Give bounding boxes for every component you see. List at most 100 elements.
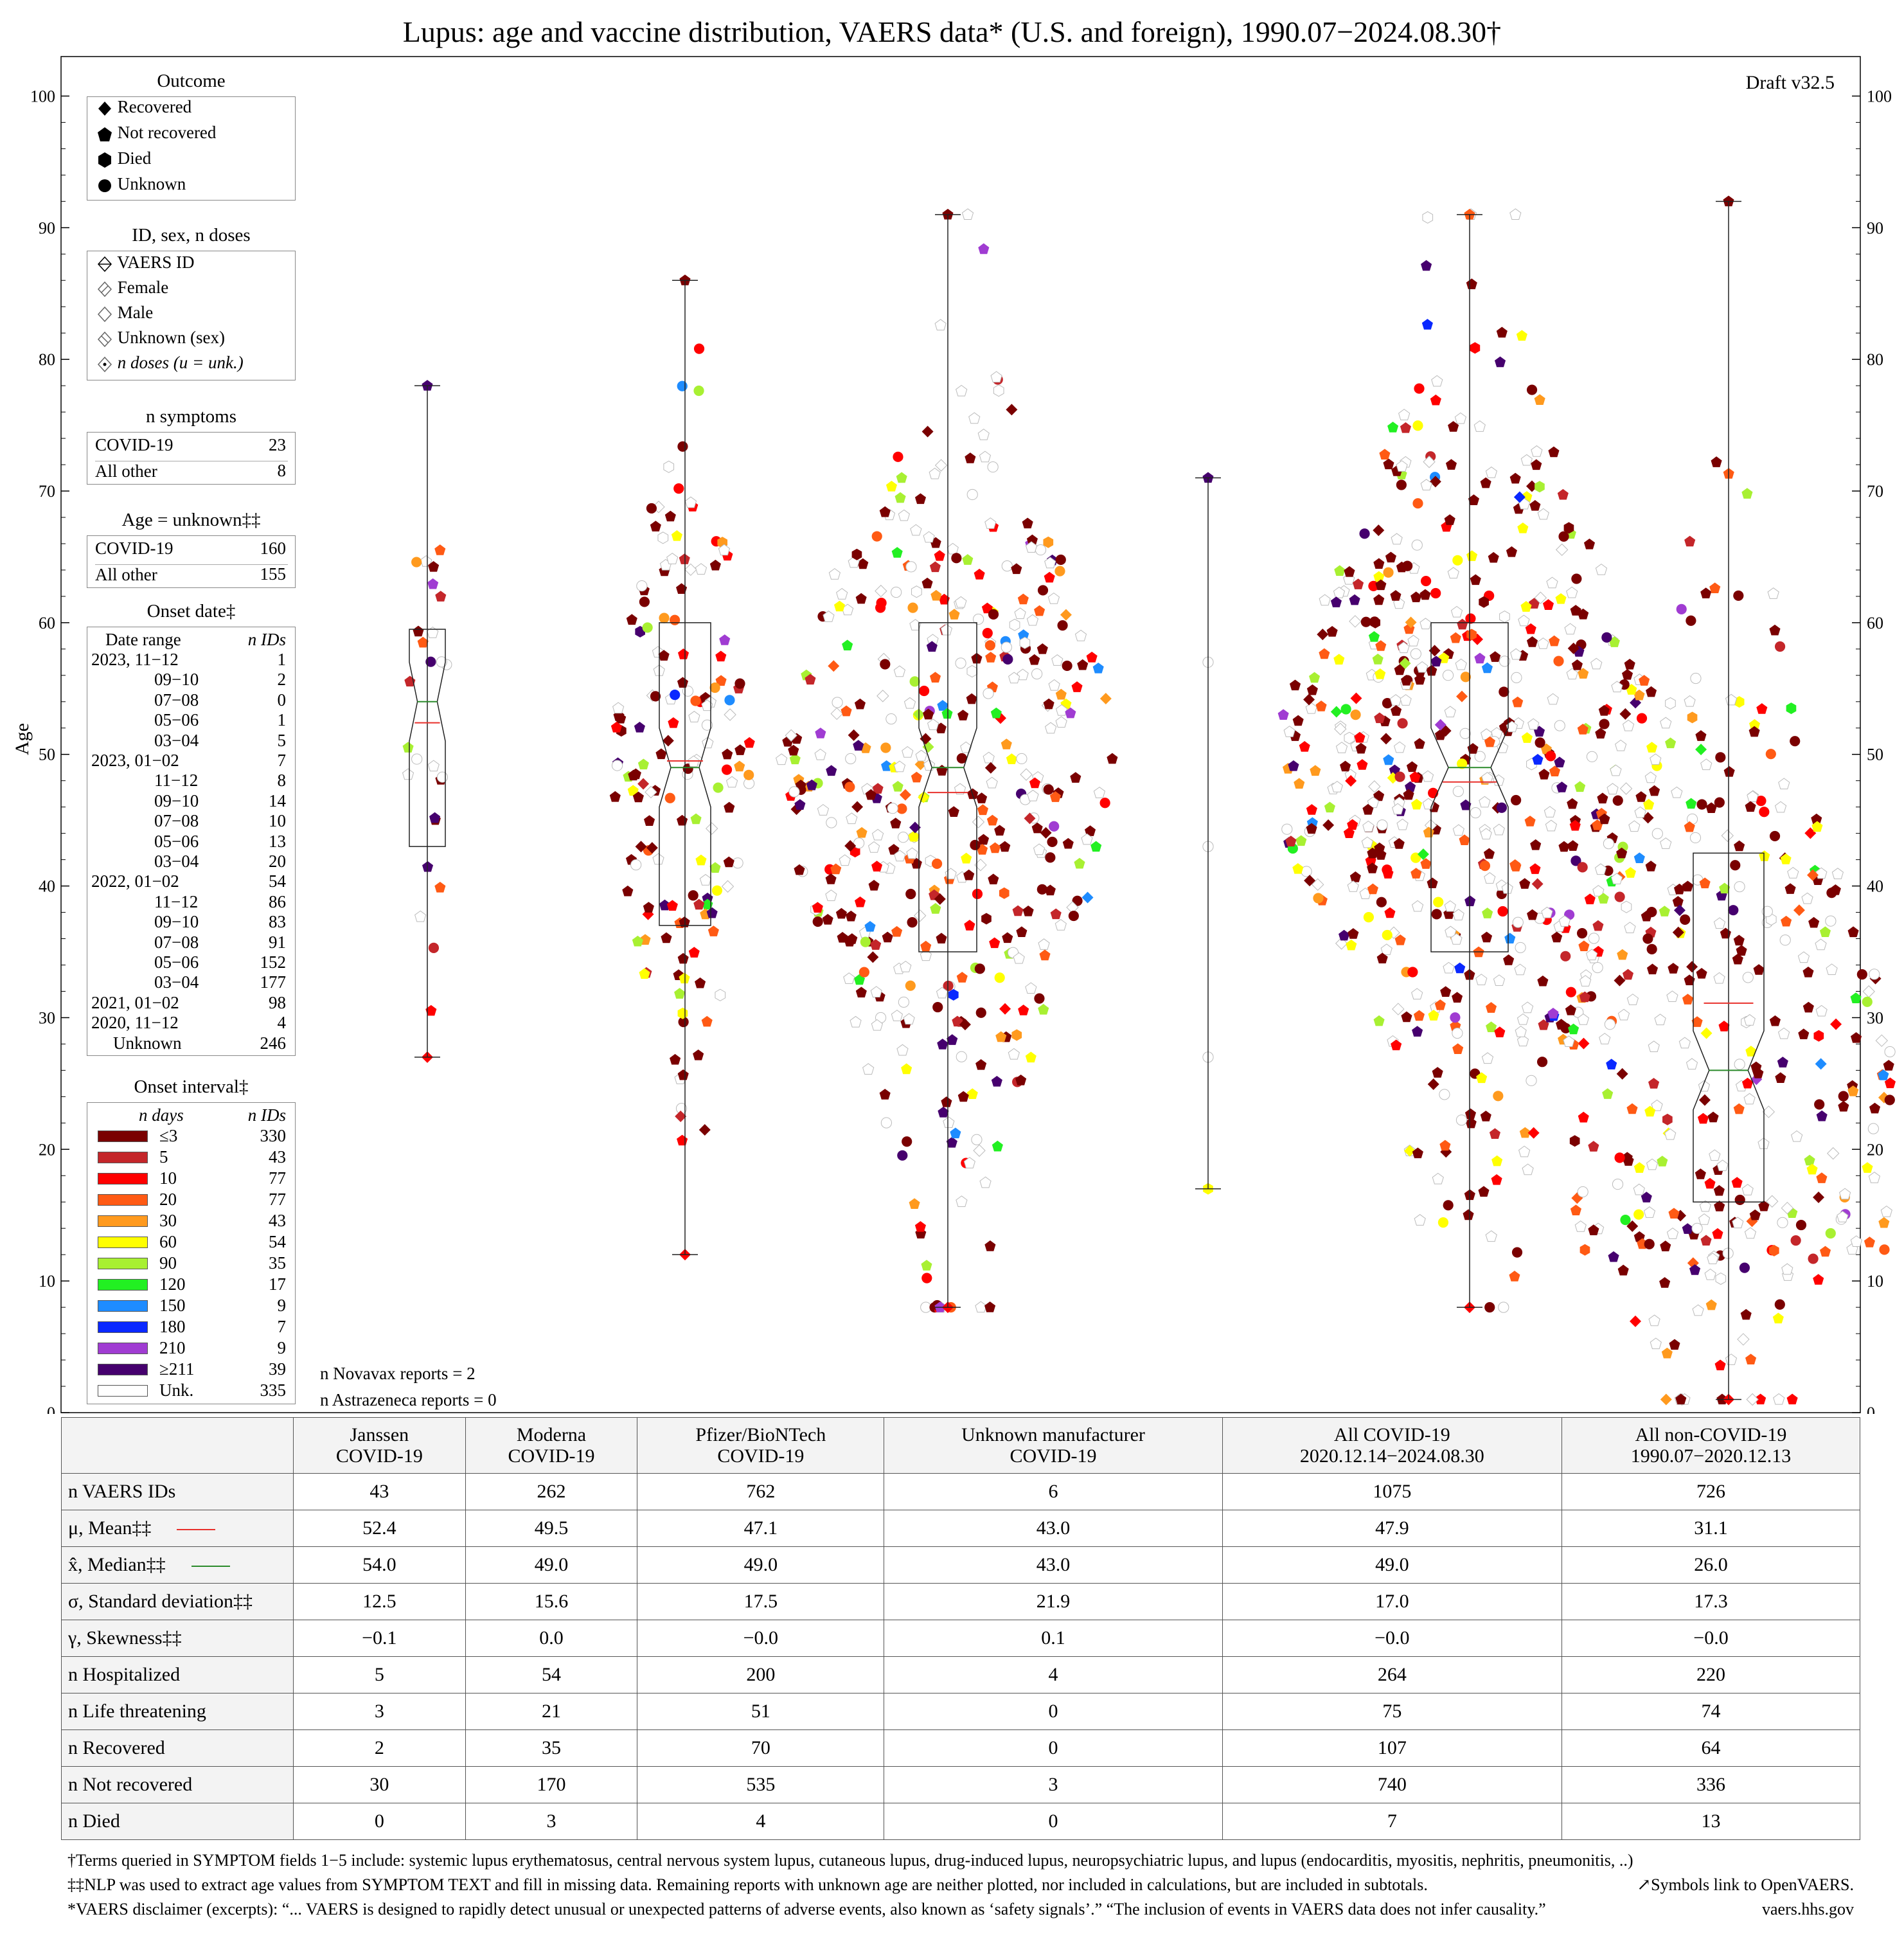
data-point [853,740,864,751]
data-point [1536,1057,1548,1068]
data-point [695,563,707,575]
data-point [1374,712,1385,724]
data-point [994,972,1005,983]
data-point [1614,974,1626,987]
data-point [1622,719,1635,731]
data-point [1734,881,1745,893]
data-point [957,1091,969,1102]
data-point [1519,1127,1531,1138]
data-point [1037,585,1049,596]
data-point [1597,792,1608,804]
data-point [1391,1039,1402,1051]
data-point [1838,1091,1849,1102]
data-point [1614,1152,1625,1163]
data-point [1650,1337,1662,1350]
data-point [1541,906,1553,918]
data-point [1571,573,1582,584]
data-point [1733,934,1745,946]
data-point [690,695,701,706]
data-point [1660,837,1672,849]
data-point [1740,1309,1752,1320]
data-point [1481,931,1493,943]
data-point [725,776,738,788]
data-point [1838,1100,1849,1112]
data-point [1072,895,1083,906]
footnote-site-link[interactable]: vaers.hhs.gov [1762,1900,1854,1918]
table-cell: 17.3 [1561,1583,1861,1620]
data-point [1657,1156,1668,1166]
data-point [734,760,745,772]
data-point [610,721,622,733]
data-point [1595,728,1606,739]
data-point [677,380,688,391]
onset-date-value: 246 [260,1033,287,1053]
data-point [1403,789,1414,800]
data-point [835,907,847,919]
table-cell: −0.0 [1561,1620,1861,1657]
data-point [1344,731,1355,744]
data-point [1481,1052,1494,1064]
data-point [1423,455,1436,469]
data-point [1334,722,1347,735]
data-point [646,503,657,514]
table-cell: 2 [293,1729,466,1767]
data-point [1787,866,1799,879]
data-point [1709,1149,1721,1161]
table-header: All non-COVID-19 1990.07−2020.12.13 [1561,1417,1861,1474]
data-point [993,384,1004,397]
data-point [1592,961,1603,974]
data-point [1427,877,1438,889]
data-point [1700,1027,1713,1039]
data-point [992,1140,1003,1152]
data-point [724,695,735,706]
data-point [1013,952,1025,964]
data-point [1099,798,1110,809]
data-point [1037,643,1048,654]
data-point [1847,1085,1859,1096]
data-point [1666,1228,1679,1239]
data-point [1044,557,1056,569]
data-point [1651,828,1663,839]
footnote-symbols[interactable]: ↗Symbols link to OpenVAERS. [1637,1875,1854,1894]
data-point [1816,1172,1828,1183]
data-point [1051,654,1063,666]
legend-item-male: Male [96,303,153,324]
data-point [957,710,969,720]
data-point [966,1088,978,1100]
data-point [815,728,826,738]
data-point [1510,648,1522,660]
data-point [937,700,948,711]
data-point [1525,623,1536,634]
data-point [1819,1246,1831,1257]
data-point [999,1003,1011,1015]
data-point [964,920,975,931]
data-point [1520,454,1533,466]
table-cell: 0 [884,1729,1223,1767]
data-point [1411,900,1424,912]
table-cell: 47.1 [637,1510,885,1547]
data-point [1511,672,1522,683]
data-point [1662,1113,1673,1125]
data-point [1850,1032,1862,1043]
data-point [1644,1238,1655,1249]
data-point [1568,1023,1579,1035]
table-cell: 43 [293,1473,466,1510]
data-point [825,889,837,901]
data-point [1434,719,1446,731]
data-point [1736,945,1747,956]
data-point [1620,1215,1631,1226]
data-point [1659,1277,1671,1288]
data-point [788,786,800,798]
y-tick-label: 20 [39,1140,55,1159]
y-tick-label: 20 [1867,1140,1883,1159]
data-point [1819,926,1831,938]
data-point [1768,1244,1779,1256]
data-point [1496,802,1508,813]
data-point [1528,598,1540,609]
data-point [1651,1099,1663,1111]
data-point [1577,724,1588,735]
data-point [1526,1075,1537,1086]
data-point [690,813,702,825]
data-point [1016,926,1028,937]
data-point [1420,858,1432,869]
